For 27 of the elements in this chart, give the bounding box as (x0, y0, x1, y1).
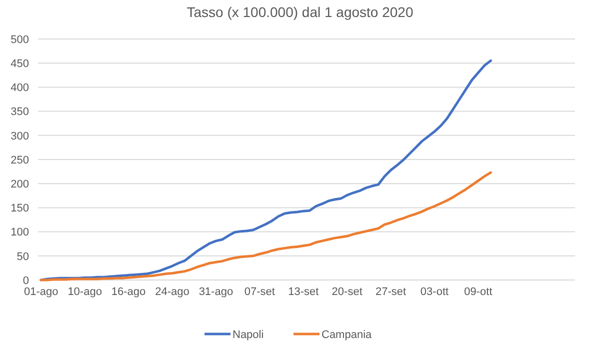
y-tick-label: 250 (10, 154, 29, 166)
y-tick-label: 200 (10, 178, 29, 190)
line-series (40, 59, 492, 282)
y-tick-label: 50 (16, 250, 29, 263)
x-tick-label: 03-ott (420, 286, 449, 298)
x-tick-label: 16-ago (111, 286, 146, 298)
x-tick-label: 27-set (376, 286, 406, 298)
y-tick-label: 150 (10, 202, 29, 215)
x-tick-label: 13-set (288, 286, 319, 298)
y-tick-label: 500 (10, 34, 29, 46)
y-tick-label: 300 (10, 130, 29, 142)
y-tick-label: 350 (10, 106, 29, 118)
y-tick-label: 400 (10, 82, 29, 94)
x-tick-label: 01-ago (24, 286, 58, 298)
y-tick-label: 450 (10, 58, 29, 70)
x-tick-label: 31-ago (198, 286, 234, 298)
x-tick-label: 24-ago (155, 286, 190, 298)
line-series (40, 171, 492, 282)
legend-label: Campania (322, 329, 373, 341)
y-tick-label: 0 (22, 274, 29, 287)
x-tick-label: 20-set (332, 286, 362, 298)
legend-label: Napoli (232, 329, 264, 341)
x-tick-label: 10-ago (68, 286, 102, 298)
y-tick-label: 100 (10, 226, 29, 239)
x-tick-label: 07-set (244, 286, 275, 298)
chart-title: Tasso (x 100.000) dal 1 agosto 2020 (186, 4, 414, 20)
x-tick-label: 09-ott (464, 286, 492, 298)
